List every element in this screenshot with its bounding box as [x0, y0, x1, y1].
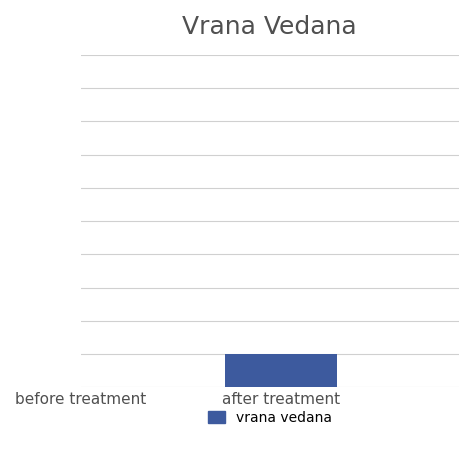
Title: Vrana Vedana: Vrana Vedana — [182, 15, 357, 39]
Bar — [225, 354, 337, 388]
Legend: vrana vedana: vrana vedana — [202, 405, 337, 430]
